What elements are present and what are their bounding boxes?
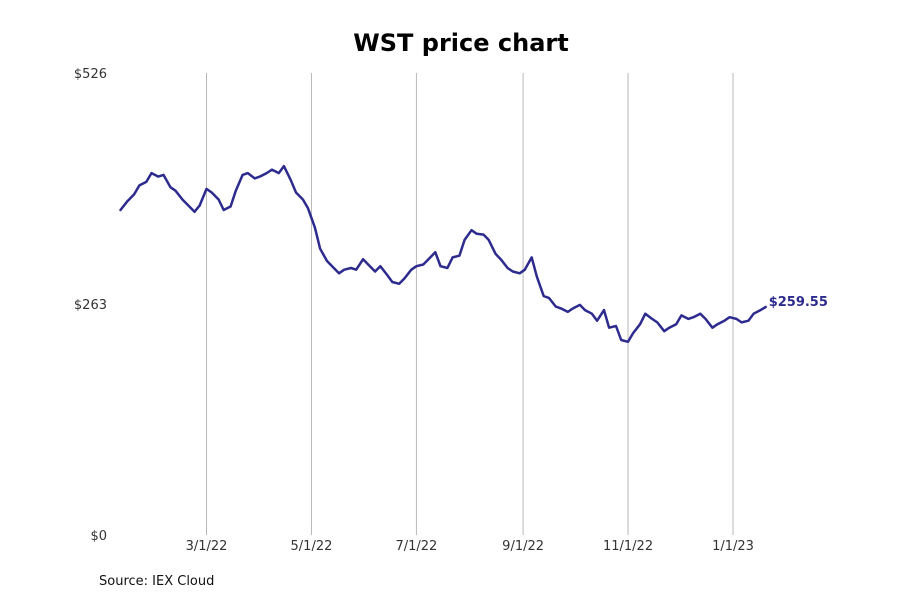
x-tick-label: 7/1/22 [395, 539, 437, 554]
y-tick-label: $526 [74, 67, 107, 82]
y-axis-ticks: $0 $263 $526 [74, 67, 107, 544]
last-value-label: $259.55 [769, 295, 828, 310]
x-tick-label: 11/1/22 [603, 539, 653, 554]
x-tick-label: 3/1/22 [186, 539, 228, 554]
gridlines [206, 73, 734, 535]
y-tick-label: $0 [90, 529, 107, 544]
x-tick-label: 5/1/22 [291, 539, 333, 554]
chart-title: WST price chart [353, 29, 568, 57]
x-tick-label: 9/1/22 [502, 539, 544, 554]
source-note: Source: IEX Cloud [99, 574, 215, 589]
price-line [119, 164, 767, 344]
x-axis-ticks: 3/1/22 5/1/22 7/1/22 9/1/22 11/1/22 1/1/23 [186, 539, 754, 554]
y-tick-label: $263 [74, 298, 107, 313]
x-tick-label: 1/1/23 [712, 539, 754, 554]
